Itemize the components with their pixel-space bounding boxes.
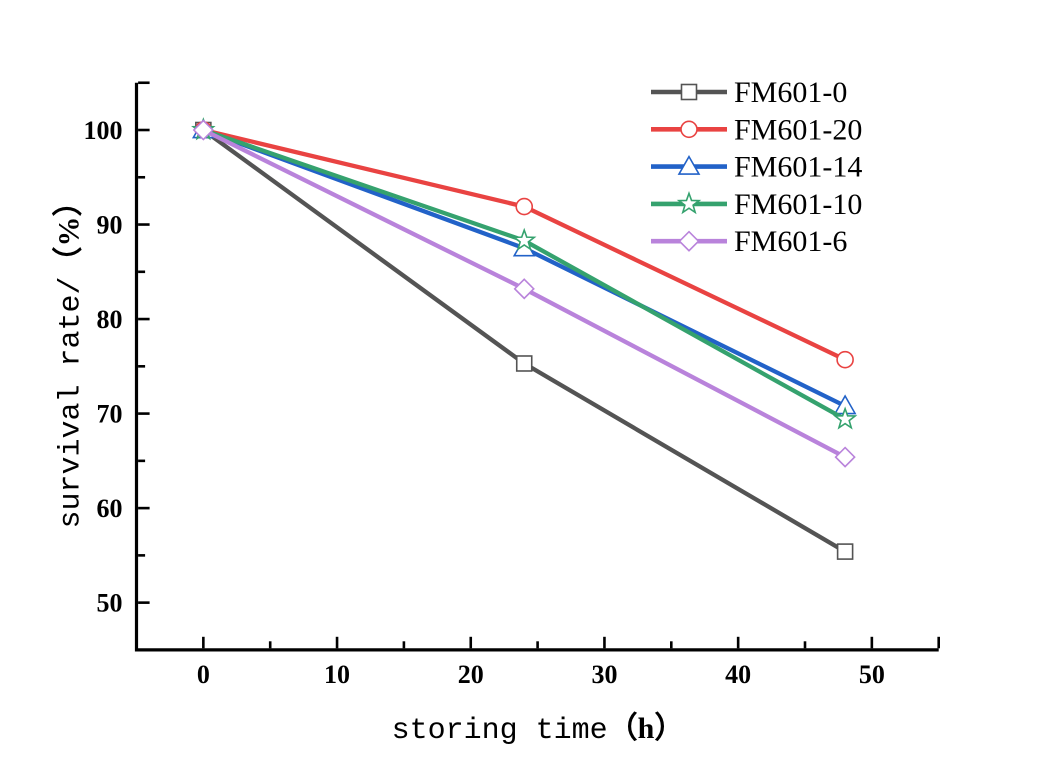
marker-FM601-10	[832, 406, 858, 430]
legend-marker-FM601-14	[677, 154, 701, 175]
marker-FM601-20	[836, 350, 854, 369]
axes-spines	[134, 82, 939, 652]
x-tick-label: 10	[324, 660, 350, 689]
legend-marker-FM601-20	[680, 120, 698, 139]
series-FM601-6	[192, 119, 856, 468]
marker-FM601-6	[834, 446, 856, 468]
y-axis-title-text: survival rate/	[54, 276, 89, 529]
y-tick-label: 50	[97, 589, 123, 618]
y-tick-label: 60	[97, 494, 123, 523]
legend-label-FM601-14: FM601-14	[734, 151, 862, 184]
x-tick-label: 50	[859, 660, 885, 689]
legend: FM601-0 FM601-20 FM601-14 FM601-10 FM601-6	[651, 76, 862, 258]
marker-FM601-6	[192, 119, 214, 141]
legend-label-FM601-6: FM601-6	[734, 225, 847, 258]
y-tick-label: 80	[97, 305, 123, 334]
x-tick-label: 20	[458, 660, 484, 689]
marker-FM601-0	[515, 355, 533, 372]
x-axis-title-text: storing time	[391, 714, 608, 748]
legend-label-FM601-0: FM601-0	[734, 76, 847, 109]
legend-label-FM601-10: FM601-10	[734, 188, 862, 221]
legend-item-FM601-10: FM601-10	[651, 188, 862, 221]
y-tick-label: 100	[84, 116, 123, 145]
legend-item-FM601-0: FM601-0	[651, 76, 847, 109]
y-axis-title: survival rate/（%）	[44, 182, 89, 534]
x-axis-title-unit: （h）	[607, 712, 685, 745]
marker-FM601-6	[513, 278, 535, 300]
marker-FM601-10	[511, 227, 537, 252]
marker-FM601-0	[836, 543, 854, 560]
legend-marker-FM601-0	[680, 83, 698, 101]
legend-marker-FM601-6	[678, 230, 700, 252]
x-tick-label: 0	[197, 660, 210, 689]
marker-FM601-20	[515, 197, 534, 216]
x-tick-label: 40	[725, 660, 751, 689]
legend-item-FM601-6: FM601-6	[651, 225, 847, 258]
legend-item-FM601-20: FM601-20	[651, 113, 862, 146]
y-axis-title-unit: （%）	[52, 186, 86, 277]
legend-label-FM601-20: FM601-20	[734, 113, 862, 146]
y-tick-label: 70	[97, 400, 123, 429]
x-axis-ticks: 0 10 20 30 40 50	[197, 636, 885, 689]
y-tick-label: 90	[97, 211, 123, 240]
x-axis-title: storing time（h）	[137, 703, 939, 748]
legend-marker-FM601-10	[676, 191, 702, 215]
legend-item-FM601-14: FM601-14	[651, 151, 862, 184]
x-tick-label: 30	[591, 660, 617, 689]
y-axis-ticks: 50 60 70 80 90 100	[84, 116, 150, 618]
